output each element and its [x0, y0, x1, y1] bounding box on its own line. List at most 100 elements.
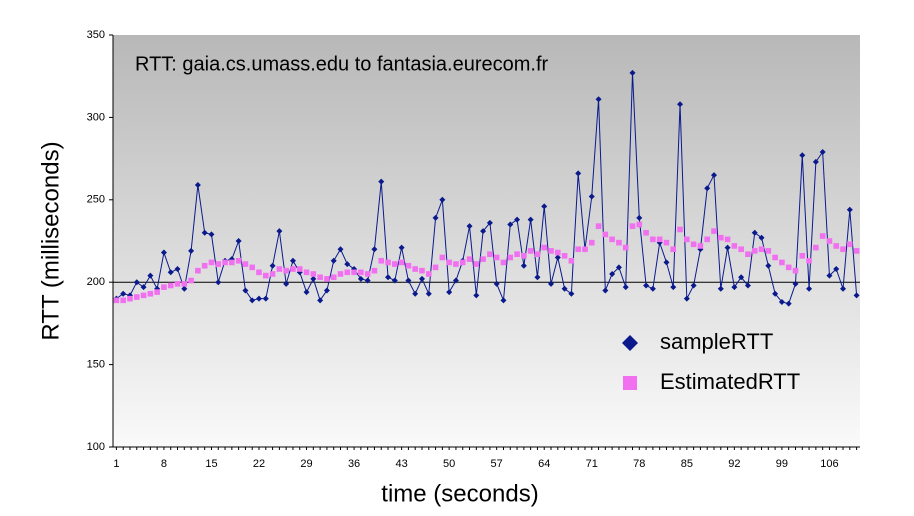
data-point [249, 297, 256, 304]
data-point [622, 244, 629, 251]
data-point [826, 272, 833, 279]
data-point [337, 271, 344, 277]
data-point [758, 234, 765, 241]
x-tick-label: 85 [681, 458, 693, 470]
data-point [229, 259, 235, 266]
data-point [847, 241, 853, 248]
data-point [588, 193, 595, 200]
data-point [582, 246, 588, 253]
data-point [514, 216, 521, 223]
data-point [303, 269, 310, 276]
x-tick-label: 8 [161, 458, 167, 470]
data-point [378, 257, 385, 264]
data-point [432, 264, 439, 271]
legend-label: sampleRTT [660, 329, 773, 354]
data-point [303, 289, 310, 296]
legend-label: EstimatedRTT [660, 369, 800, 394]
data-point [405, 262, 412, 269]
data-point [677, 226, 683, 233]
data-point [174, 266, 181, 273]
data-point [412, 290, 419, 297]
data-point [548, 248, 554, 254]
data-point [235, 238, 242, 244]
data-point [670, 284, 677, 291]
data-point [629, 223, 636, 229]
data-point [575, 246, 581, 253]
data-point [731, 243, 738, 249]
data-point [201, 229, 208, 236]
data-point [330, 257, 337, 264]
chart-title: RTT: gaia.cs.umass.edu to fantasia.eurec… [135, 53, 548, 75]
data-point [846, 206, 853, 213]
data-point [371, 267, 378, 274]
data-point [656, 236, 663, 243]
data-point [514, 251, 520, 257]
data-point [527, 216, 534, 223]
y-tick-label: 200 [87, 276, 105, 288]
data-point [717, 234, 724, 241]
data-point [670, 246, 677, 253]
data-point [160, 249, 167, 256]
data-point [432, 214, 439, 221]
data-point [588, 239, 595, 246]
data-point [751, 229, 758, 236]
data-point [697, 243, 704, 249]
data-point [351, 269, 357, 276]
data-point [425, 271, 432, 277]
data-point [541, 244, 548, 251]
data-point [758, 246, 765, 253]
data-point [446, 259, 452, 266]
data-point [738, 246, 744, 253]
data-point [853, 248, 860, 254]
data-point [344, 261, 351, 268]
data-point [568, 290, 575, 297]
data-point [439, 254, 446, 261]
data-point [262, 272, 269, 279]
data-point [385, 274, 392, 281]
data-point [290, 266, 296, 272]
data-point [500, 259, 507, 266]
data-point [724, 244, 731, 251]
data-point [195, 267, 201, 274]
data-point [826, 238, 833, 244]
x-tick-label: 50 [443, 458, 455, 470]
data-point [568, 257, 575, 264]
data-point [853, 292, 860, 299]
x-tick-label: 22 [253, 458, 265, 470]
data-point [636, 221, 643, 228]
data-point [262, 295, 269, 302]
data-point [799, 152, 806, 159]
data-point [819, 149, 826, 156]
y-tick-label: 350 [87, 29, 105, 41]
data-point [602, 287, 609, 294]
data-point [812, 158, 819, 165]
data-point [215, 261, 222, 267]
data-point [289, 257, 296, 264]
data-point [161, 284, 167, 290]
data-point [276, 266, 283, 272]
data-point [344, 269, 351, 276]
data-point [222, 259, 228, 266]
data-point [500, 297, 507, 304]
data-point [731, 284, 738, 291]
data-point [283, 267, 289, 274]
data-point [194, 181, 201, 188]
data-point [561, 285, 568, 292]
data-point [452, 277, 459, 284]
data-point [649, 285, 656, 292]
data-point [819, 233, 826, 239]
data-point [256, 269, 262, 276]
data-point [772, 290, 779, 297]
data-point [174, 281, 181, 287]
data-point [704, 236, 711, 243]
data-point [785, 264, 792, 271]
data-point [208, 259, 215, 266]
data-point [765, 262, 772, 269]
data-point [283, 280, 290, 287]
data-point [521, 253, 527, 259]
data-point [439, 196, 446, 203]
data-point [548, 280, 555, 287]
data-point [738, 274, 745, 281]
data-point [622, 284, 629, 291]
data-point [188, 247, 195, 254]
